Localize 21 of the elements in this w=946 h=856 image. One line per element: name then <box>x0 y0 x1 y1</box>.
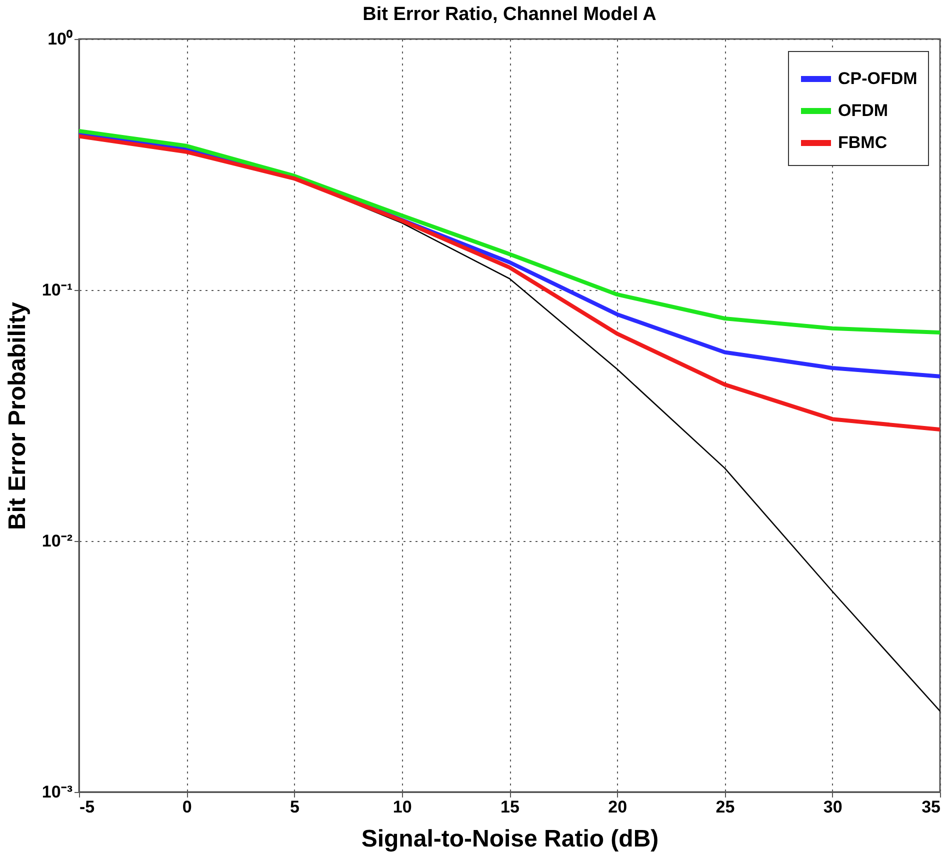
y-tick-label: 10⁰ <box>48 30 72 48</box>
legend-label: FBMC <box>838 133 888 152</box>
legend-label: OFDM <box>838 101 888 120</box>
x-axis-title: Signal-to-Noise Ratio (dB) <box>361 826 659 852</box>
y-tick-label: 10⁻² <box>42 532 73 550</box>
x-tick-label: 25 <box>716 798 735 816</box>
x-tick-label: 15 <box>500 798 520 816</box>
x-tick-label: 20 <box>608 798 628 816</box>
x-tick-label: 10 <box>392 798 412 816</box>
x-tick-label: 5 <box>290 798 300 816</box>
chart-title: Bit Error Ratio, Channel Model A <box>362 4 657 25</box>
x-tick-label: -5 <box>80 798 95 816</box>
y-axis-title: Bit Error Probability <box>4 301 31 530</box>
x-tick-label: 35 <box>922 798 940 816</box>
legend-label: CP-OFDM <box>838 69 918 88</box>
x-tick-label: 30 <box>823 798 842 816</box>
line-series <box>79 129 940 335</box>
y-tick-label: 10⁻¹ <box>42 280 73 300</box>
y-tick-label: 10⁻³ <box>42 782 73 802</box>
x-tick-label: 0 <box>182 798 192 816</box>
line-series <box>79 134 940 432</box>
